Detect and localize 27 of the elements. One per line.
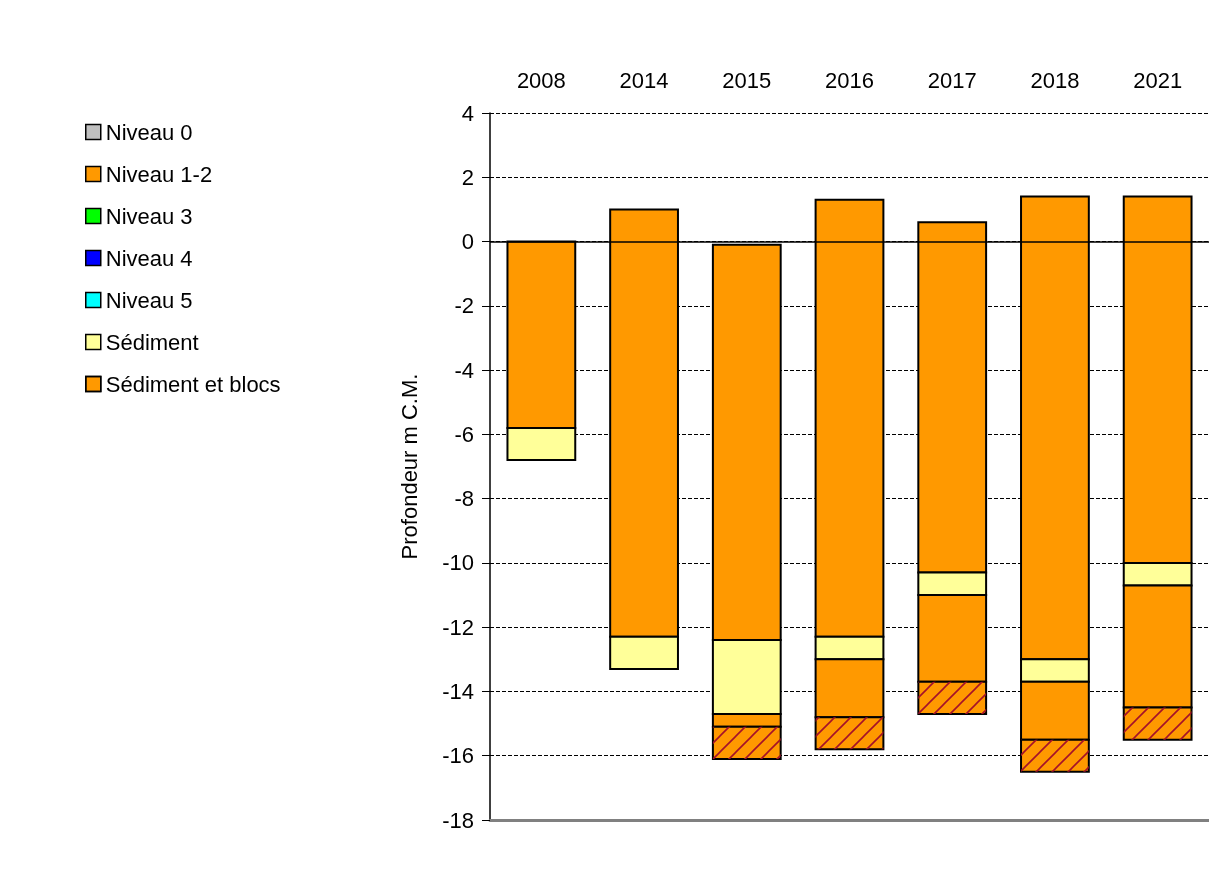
x-tick-label: 2015	[722, 67, 772, 93]
y-tick-label: -6	[454, 421, 474, 447]
x-tick-label: 2008	[516, 67, 566, 93]
x-tick-label: 2018	[1030, 67, 1080, 93]
legend-label: Niveau 5	[105, 287, 193, 313]
x-tick-label: 2014	[619, 67, 669, 93]
legend-label: Niveau 0	[105, 119, 193, 145]
y-tick-label: -2	[454, 293, 474, 319]
y-tick-label: -12	[442, 614, 474, 640]
y-tick-label: -18	[442, 807, 474, 833]
y-tick-label: -8	[454, 486, 474, 512]
legend-label: Niveau 1-2	[105, 161, 213, 187]
legend-label: Sédiment	[105, 329, 199, 355]
y-tick-label: 2	[461, 164, 474, 190]
x-tick-label: 2021	[1133, 67, 1183, 93]
y-tick-label: -10	[442, 550, 474, 576]
x-tick-label: 2016	[825, 67, 874, 93]
y-tick-label: -4	[454, 357, 474, 383]
legend-label: Sédiment et blocs	[105, 371, 281, 397]
y-tick-label: -14	[442, 678, 474, 704]
y-tick-label: 0	[461, 229, 474, 255]
legend-label: Niveau 3	[105, 203, 193, 229]
y-tick-label: 4	[461, 100, 474, 126]
y-tick-label: -16	[442, 743, 474, 769]
y-axis-title: Profondeur m C.M.	[396, 373, 422, 560]
legend-label: Niveau 4	[105, 245, 193, 271]
x-tick-label: 2017	[927, 67, 977, 93]
